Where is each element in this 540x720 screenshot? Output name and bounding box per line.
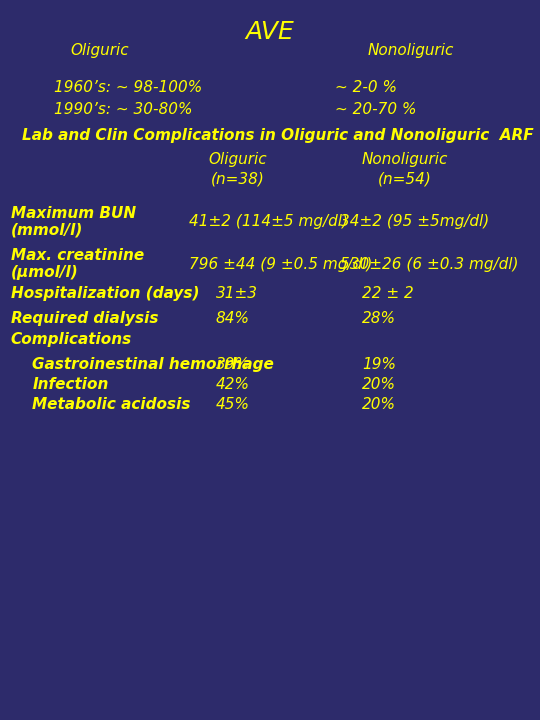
Text: 39%: 39%	[216, 357, 250, 372]
Text: Infection: Infection	[32, 377, 109, 392]
Text: 34±2 (95 ±5mg/dl): 34±2 (95 ±5mg/dl)	[340, 215, 489, 229]
Text: 31±3: 31±3	[216, 287, 258, 301]
Text: Complications: Complications	[11, 333, 132, 347]
Text: Max. creatinine: Max. creatinine	[11, 248, 144, 263]
Text: Oliguric: Oliguric	[70, 43, 129, 58]
Text: 22 ± 2: 22 ± 2	[362, 287, 414, 301]
Text: Required dialysis: Required dialysis	[11, 311, 158, 325]
Text: 42%: 42%	[216, 377, 250, 392]
Text: 19%: 19%	[362, 357, 396, 372]
Text: Oliguric: Oliguric	[208, 153, 267, 167]
Text: (n=38): (n=38)	[211, 171, 265, 186]
Text: 20%: 20%	[362, 377, 396, 392]
Text: Nonoliguric: Nonoliguric	[367, 43, 454, 58]
Text: 20%: 20%	[362, 397, 396, 412]
Text: 796 ±44 (9 ±0.5 mg/dl): 796 ±44 (9 ±0.5 mg/dl)	[189, 257, 373, 271]
Text: Gastroinestinal hemorrhage: Gastroinestinal hemorrhage	[32, 357, 274, 372]
Text: 530±26 (6 ±0.3 mg/dl): 530±26 (6 ±0.3 mg/dl)	[340, 257, 519, 271]
Text: 1960’s: ~ 98-100%: 1960’s: ~ 98-100%	[54, 81, 202, 95]
Text: 45%: 45%	[216, 397, 250, 412]
Text: Metabolic acidosis: Metabolic acidosis	[32, 397, 191, 412]
Text: Lab and Clin Complications in Oliguric and Nonoliguric  ARF: Lab and Clin Complications in Oliguric a…	[22, 128, 533, 143]
Text: (μmol/l): (μmol/l)	[11, 265, 78, 279]
Text: 28%: 28%	[362, 311, 396, 325]
Text: ~ 20-70 %: ~ 20-70 %	[335, 102, 416, 117]
Text: Nonoliguric: Nonoliguric	[362, 153, 448, 167]
Text: 1990’s: ~ 30-80%: 1990’s: ~ 30-80%	[54, 102, 192, 117]
Text: Maximum BUN: Maximum BUN	[11, 207, 136, 221]
Text: 41±2 (114±5 mg/dl): 41±2 (114±5 mg/dl)	[189, 215, 348, 229]
Text: (mmol/l): (mmol/l)	[11, 223, 83, 238]
Text: (n=54): (n=54)	[378, 171, 432, 186]
Text: 84%: 84%	[216, 311, 250, 325]
Text: AVE: AVE	[246, 20, 294, 44]
Text: ~ 2-0 %: ~ 2-0 %	[335, 81, 397, 95]
Text: Hospitalization (days): Hospitalization (days)	[11, 287, 199, 301]
